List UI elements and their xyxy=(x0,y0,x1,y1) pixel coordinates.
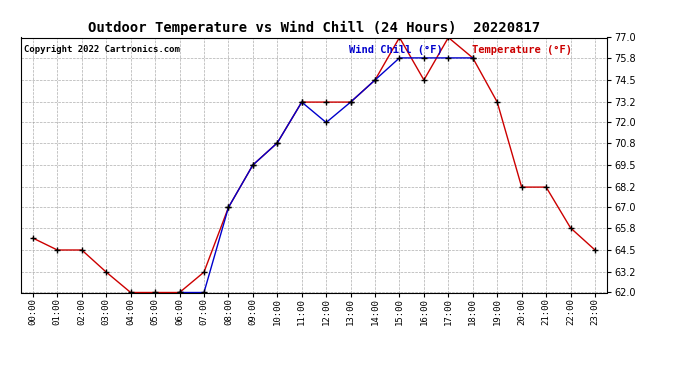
Text: Temperature (°F): Temperature (°F) xyxy=(472,45,572,55)
Text: Copyright 2022 Cartronics.com: Copyright 2022 Cartronics.com xyxy=(23,45,179,54)
Text: Wind Chill (°F): Wind Chill (°F) xyxy=(349,45,443,55)
Title: Outdoor Temperature vs Wind Chill (24 Hours)  20220817: Outdoor Temperature vs Wind Chill (24 Ho… xyxy=(88,21,540,35)
